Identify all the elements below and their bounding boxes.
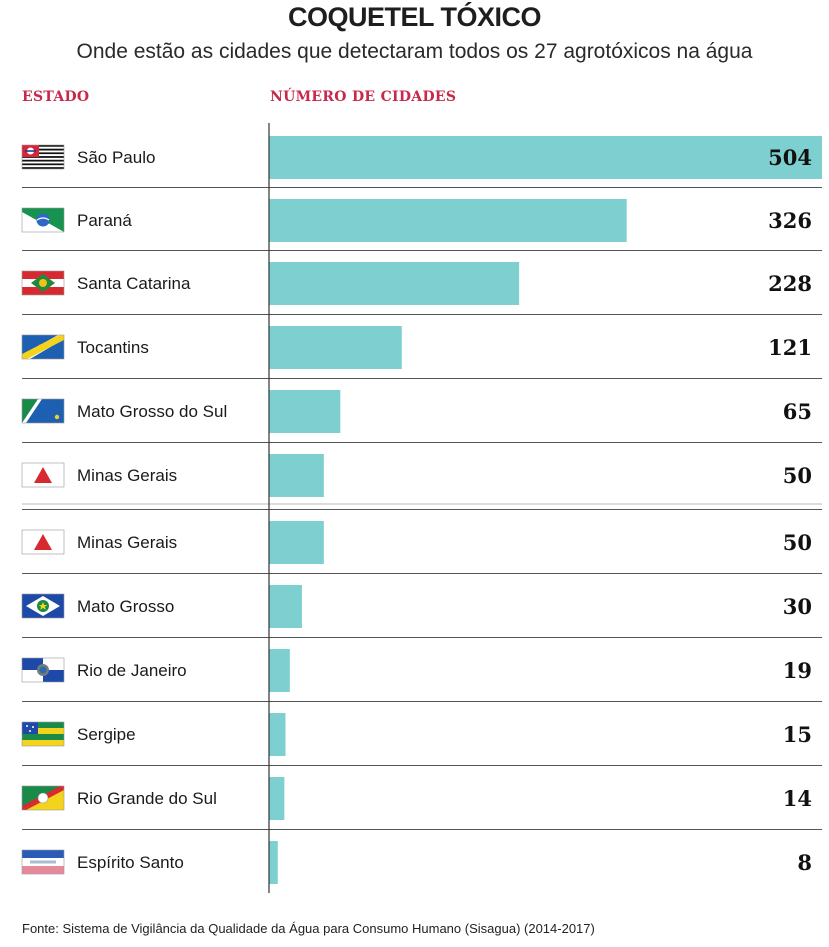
state-label: Espírito Santo — [77, 853, 184, 872]
bar-8 — [269, 649, 290, 692]
state-column-header: ESTADO — [22, 89, 90, 105]
bar-9 — [269, 713, 286, 756]
mato-grosso-do-sul-flag-icon — [21, 398, 65, 424]
espirito-santo-flag-icon — [21, 849, 65, 875]
bar-1 — [269, 199, 627, 242]
bar-7 — [269, 585, 302, 628]
value-label: 326 — [768, 208, 812, 233]
value-label: 30 — [783, 594, 812, 619]
bar-3 — [269, 326, 402, 369]
value-label: 8 — [797, 850, 812, 875]
value-label: 121 — [768, 335, 812, 360]
value-label: 504 — [768, 145, 812, 170]
sergipe-flag-icon — [21, 721, 65, 747]
sao-paulo-flag-icon — [21, 144, 65, 170]
state-label: Mato Grosso — [77, 597, 174, 616]
source-note: Fonte: Sistema de Vigilância da Qualidad… — [22, 921, 595, 936]
minas-gerais-flag-icon — [21, 462, 65, 488]
bar-0 — [269, 136, 822, 179]
state-label: Rio de Janeiro — [77, 661, 187, 680]
count-column-header: NÚMERO DE CIDADES — [270, 89, 457, 105]
state-label: Santa Catarina — [77, 274, 191, 293]
bar-10 — [269, 777, 285, 820]
value-label: 14 — [783, 786, 812, 811]
state-label: Minas Gerais — [77, 533, 177, 552]
bar-5 — [269, 454, 324, 497]
state-label: São Paulo — [77, 148, 155, 167]
value-label: 65 — [783, 399, 812, 424]
value-label: 50 — [783, 530, 812, 555]
value-label: 228 — [768, 271, 812, 296]
bar-6 — [269, 521, 324, 564]
chart-title: COQUETEL TÓXICO — [287, 2, 542, 32]
parana-flag-icon — [21, 207, 65, 233]
bar-2 — [269, 262, 520, 305]
state-label: Rio Grande do Sul — [77, 789, 217, 808]
bar-11 — [269, 841, 278, 884]
minas-gerais-flag-icon — [21, 529, 65, 555]
rio-grande-do-sul-flag-icon — [21, 785, 65, 811]
state-label: Tocantins — [77, 338, 149, 357]
tocantins-flag-icon — [21, 334, 65, 360]
state-label: Paraná — [77, 211, 132, 230]
bar-chart: São Paulo 504 Paraná 326 Santa Catarina 228 To… — [21, 123, 822, 893]
state-label: Minas Gerais — [77, 466, 177, 485]
state-label: Sergipe — [77, 725, 136, 744]
mato-grosso-flag-icon — [21, 593, 65, 619]
bar-4 — [269, 390, 341, 433]
value-label: 50 — [783, 463, 812, 488]
state-label: Mato Grosso do Sul — [77, 402, 227, 421]
value-label: 15 — [783, 722, 812, 747]
chart-subtitle: Onde estão as cidades que detectaram tod… — [76, 40, 753, 63]
rio-de-janeiro-flag-icon — [21, 657, 65, 683]
value-label: 19 — [783, 658, 812, 683]
santa-catarina-flag-icon — [21, 270, 65, 296]
